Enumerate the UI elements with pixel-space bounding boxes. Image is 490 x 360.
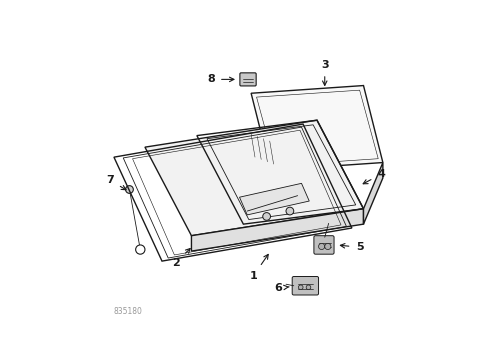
Circle shape — [125, 186, 133, 193]
Polygon shape — [240, 183, 309, 215]
Text: 5: 5 — [341, 242, 364, 252]
Circle shape — [306, 285, 311, 289]
FancyBboxPatch shape — [292, 276, 318, 295]
FancyBboxPatch shape — [314, 236, 334, 254]
Text: 4: 4 — [363, 169, 385, 184]
Circle shape — [298, 285, 303, 289]
Text: 8: 8 — [207, 75, 234, 84]
Polygon shape — [251, 86, 383, 170]
Polygon shape — [145, 120, 364, 236]
Circle shape — [136, 245, 145, 254]
Circle shape — [263, 213, 270, 220]
Text: 2: 2 — [172, 248, 190, 267]
Polygon shape — [364, 163, 383, 224]
FancyBboxPatch shape — [240, 73, 256, 86]
Polygon shape — [192, 209, 364, 251]
Text: 3: 3 — [321, 60, 329, 85]
Text: 6: 6 — [274, 283, 289, 293]
Text: 1: 1 — [249, 255, 268, 281]
Text: 835180: 835180 — [114, 307, 143, 316]
Circle shape — [318, 243, 325, 249]
Circle shape — [286, 207, 294, 215]
Circle shape — [325, 243, 331, 249]
Text: 7: 7 — [106, 175, 126, 190]
